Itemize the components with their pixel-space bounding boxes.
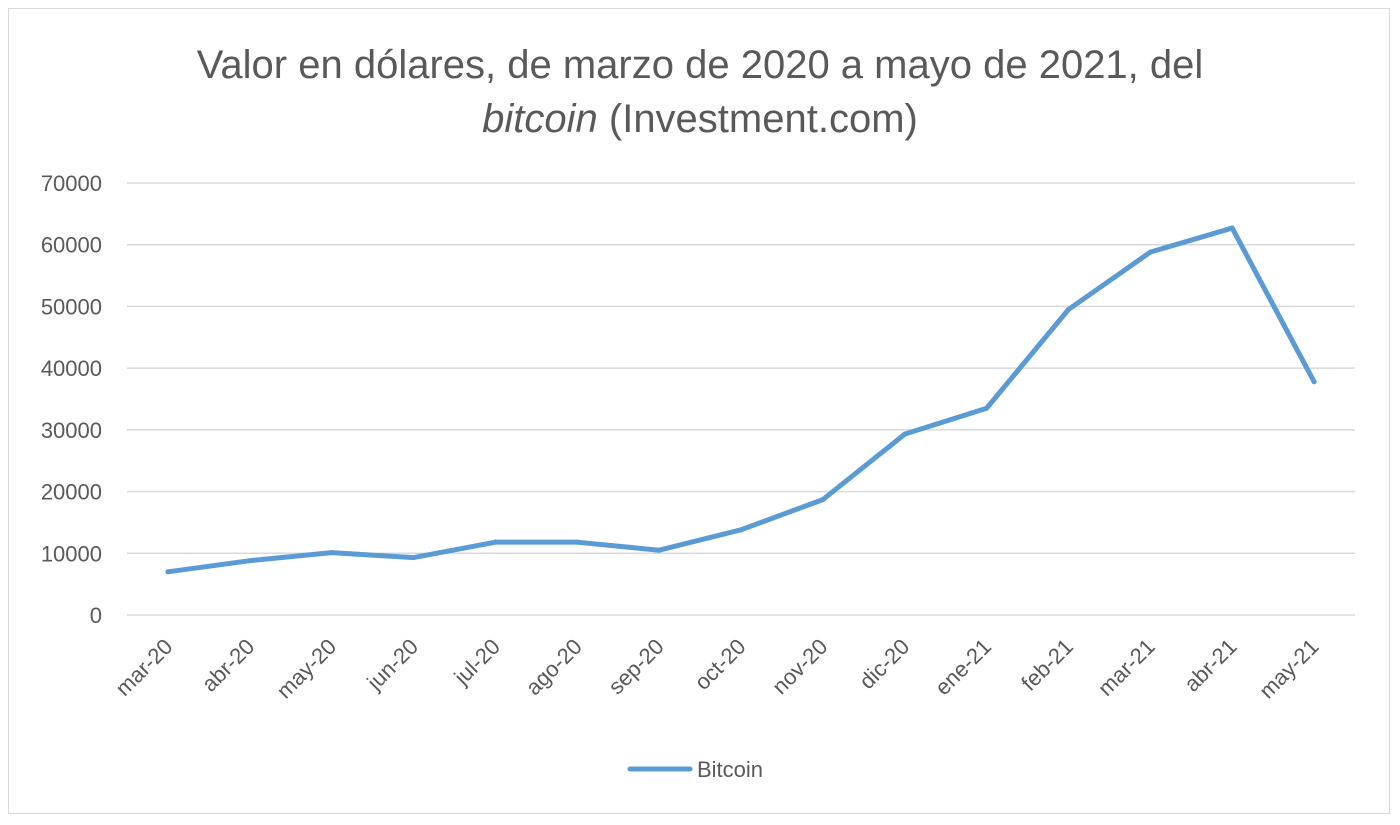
x-tick-label: abr-20 — [197, 634, 260, 697]
chart-frame — [8, 8, 1390, 814]
y-tick-label: 30000 — [41, 418, 102, 443]
x-tick-label: ene-21 — [930, 634, 996, 700]
data-point — [738, 527, 744, 533]
data-point — [656, 547, 662, 553]
data-point — [820, 497, 826, 503]
x-tick-label: abr-21 — [1179, 634, 1242, 697]
data-point — [165, 569, 171, 575]
y-tick-label: 40000 — [41, 356, 102, 381]
data-point — [984, 405, 990, 411]
x-tick-label: sep-20 — [603, 634, 668, 699]
x-tick-label: nov-20 — [767, 634, 832, 699]
y-tick-label: 10000 — [41, 541, 102, 566]
chart-title: Valor en dólares, de marzo de 2020 a may… — [0, 38, 1400, 146]
series-line-bitcoin — [165, 225, 1317, 575]
x-tick-label: ago-20 — [521, 634, 587, 700]
data-point — [329, 550, 335, 556]
data-point — [574, 539, 580, 545]
series-layer — [165, 225, 1317, 575]
x-tick-label: oct-20 — [690, 634, 751, 695]
data-point — [1311, 379, 1317, 385]
x-tick-label: mar-21 — [1093, 634, 1160, 701]
chart-title-line-2: bitcoin (Investment.com) — [0, 92, 1400, 146]
data-point — [492, 539, 498, 545]
data-point — [902, 431, 908, 437]
data-point — [1065, 307, 1071, 313]
data-point — [247, 558, 253, 564]
x-tick-label: feb-21 — [1016, 634, 1078, 696]
data-point — [1229, 225, 1235, 231]
x-tick-label: may-20 — [272, 634, 342, 704]
chart-title-italic: bitcoin — [482, 97, 598, 141]
x-tick-label: jul-20 — [448, 634, 504, 690]
y-tick-label: 0 — [90, 603, 102, 628]
x-tick-label: dic-20 — [854, 634, 914, 694]
data-point — [1147, 249, 1153, 255]
chart-title-source: (Investment.com) — [597, 97, 918, 141]
x-axis-ticks: mar-20 abr-20 may-20 jun-20 jul-20 ago-20 sep-… — [111, 634, 1324, 704]
y-axis-ticks: 0 10000 20000 30000 40000 50000 60000 70000 — [41, 171, 102, 628]
y-tick-label: 60000 — [41, 233, 102, 258]
legend-label: Bitcoin — [697, 757, 763, 782]
data-point — [411, 555, 417, 561]
y-tick-label: 70000 — [41, 171, 102, 196]
y-tick-label: 20000 — [41, 480, 102, 505]
x-tick-label: mar-20 — [111, 634, 178, 701]
x-tick-label: jun-20 — [361, 634, 423, 696]
grid-lines — [127, 182, 1355, 616]
chart-title-line-1: Valor en dólares, de marzo de 2020 a may… — [196, 43, 1204, 87]
x-tick-label: may-21 — [1254, 634, 1324, 704]
legend: Bitcoin — [627, 757, 763, 782]
y-tick-label: 50000 — [41, 294, 102, 319]
